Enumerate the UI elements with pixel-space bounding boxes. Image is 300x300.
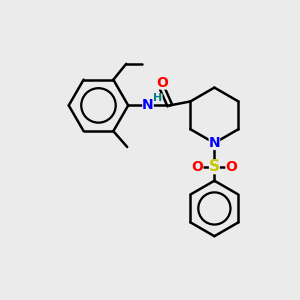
Text: O: O (192, 160, 203, 174)
Text: N: N (208, 136, 220, 150)
Text: H: H (153, 94, 163, 103)
Text: O: O (225, 160, 237, 174)
Text: S: S (209, 159, 220, 174)
Text: N: N (142, 98, 154, 112)
Text: O: O (156, 76, 168, 90)
